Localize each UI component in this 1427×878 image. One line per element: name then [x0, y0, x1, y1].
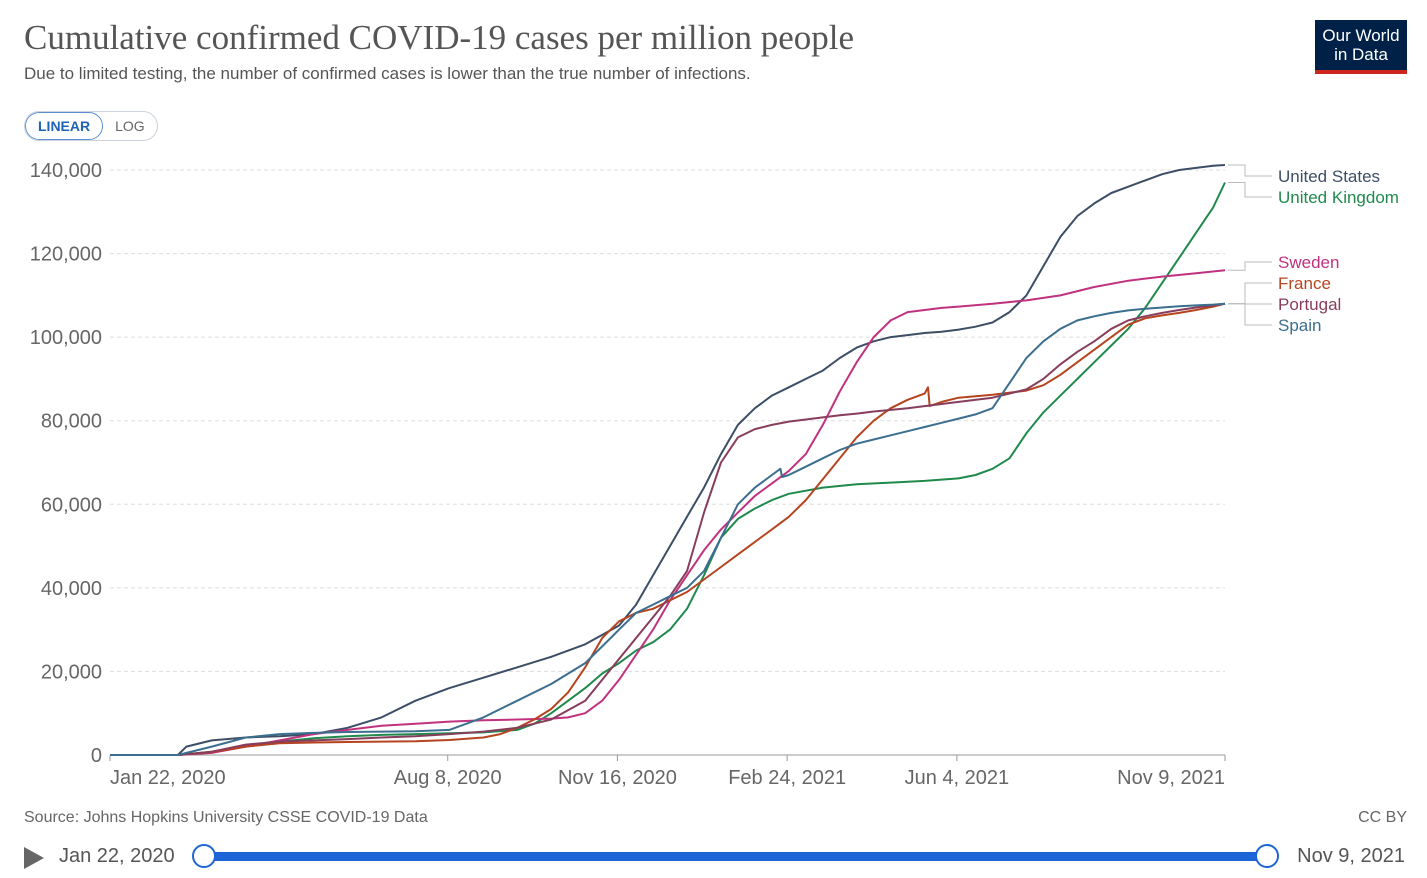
chart-subtitle: Due to limited testing, the number of co… — [24, 64, 751, 83]
x-tick-label: Jan 22, 2020 — [110, 767, 226, 789]
timeline-end-handle[interactable] — [1255, 844, 1279, 868]
logo-line-1: Our World — [1322, 26, 1400, 45]
legend-label: Spain — [1278, 316, 1321, 335]
legend-label: Sweden — [1278, 253, 1339, 272]
y-tick-label: 0 — [91, 745, 102, 767]
legend-connector — [1228, 303, 1272, 326]
timeline-start-date: Jan 22, 2020 — [59, 845, 175, 867]
x-tick-label: Feb 24, 2021 — [728, 767, 846, 789]
series-line-portugal — [110, 302, 1226, 756]
series-line-united-kingdom — [110, 182, 1226, 756]
y-tick-label: 100,000 — [30, 327, 102, 349]
license-link[interactable]: CC BY — [1358, 809, 1407, 826]
line-chart: 0 20,000 40,000 60,000 80,000 100,000 120,000 1… — [30, 160, 1399, 789]
y-tick-label: 60,000 — [41, 494, 102, 516]
logo-accent-bar — [1315, 70, 1407, 74]
series-line-united-states — [110, 164, 1226, 756]
legend-connector — [1228, 182, 1272, 198]
series-line-spain — [110, 302, 1226, 756]
play-icon[interactable] — [24, 847, 44, 869]
legend-label: France — [1278, 274, 1331, 293]
timeline-track[interactable] — [203, 852, 1266, 861]
source-note[interactable]: Source: Johns Hopkins University CSSE CO… — [24, 809, 428, 826]
y-tick-label: 20,000 — [41, 661, 102, 683]
linear-scale-button[interactable]: LINEAR — [25, 112, 104, 140]
scale-toggle: LINEAR LOG — [24, 111, 158, 141]
x-tick-label: Aug 8, 2020 — [394, 767, 502, 789]
chart-title: Cumulative confirmed COVID-19 cases per … — [24, 18, 855, 57]
y-tick-label: 80,000 — [41, 411, 102, 433]
y-tick-label: 140,000 — [30, 160, 102, 182]
legend-connector — [1228, 282, 1272, 305]
y-tick-label: 120,000 — [30, 244, 102, 266]
y-tick-label: 40,000 — [41, 578, 102, 600]
series-line-france — [110, 302, 1226, 756]
timeline-end-date: Nov 9, 2021 — [1297, 845, 1405, 867]
x-tick-label: Jun 4, 2021 — [905, 767, 1010, 789]
owid-logo[interactable]: Our World in Data — [1315, 20, 1407, 74]
legend-connector — [1228, 164, 1272, 177]
legend-label: United States — [1278, 167, 1380, 186]
logo-line-2: in Data — [1334, 45, 1388, 64]
x-tick-label: Nov 9, 2021 — [1117, 767, 1225, 789]
timeline-control: Jan 22, 2020 Nov 9, 2021 — [0, 840, 1427, 874]
legend-label: Portugal — [1278, 295, 1341, 314]
timeline-start-handle[interactable] — [192, 844, 216, 868]
x-tick-label: Nov 16, 2020 — [558, 767, 677, 789]
legend-connector — [1228, 261, 1272, 271]
legend-label: United Kingdom — [1278, 188, 1399, 207]
log-scale-button[interactable]: LOG — [115, 118, 145, 134]
series-line-sweden — [110, 269, 1226, 756]
